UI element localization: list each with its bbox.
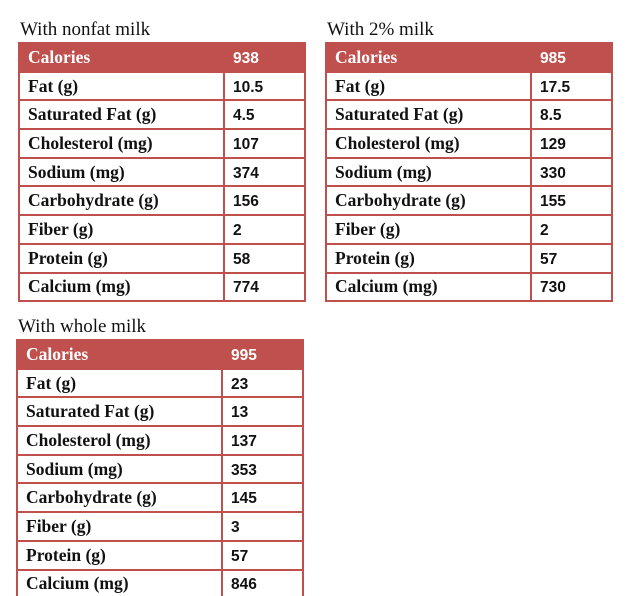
nutrient-label: Carbohydrate (g) — [16, 482, 223, 514]
nutrient-label: Fiber (g) — [325, 214, 532, 245]
nutrient-label: Protein (g) — [16, 539, 223, 571]
nutrient-label: Fat (g) — [16, 367, 223, 399]
nutrient-value: 10.5 — [223, 70, 306, 102]
nutrient-row: Carbohydrate (g) 156 — [18, 185, 306, 217]
table-title: With nonfat milk — [20, 19, 151, 40]
nutrient-row: Cholesterol (mg) 129 — [325, 128, 613, 159]
nutrient-row: Protein (g) 57 — [16, 539, 304, 571]
nutrient-value: 107 — [223, 128, 306, 159]
nutrient-value: 4.5 — [223, 99, 306, 131]
nutrient-label: Sodium (mg) — [16, 453, 223, 485]
nutrient-row: Cholesterol (mg) 107 — [18, 128, 306, 159]
nutrient-label: Saturated Fat (g) — [325, 99, 532, 131]
nutrient-value: 2 — [530, 214, 613, 245]
nutrient-value: 330 — [530, 156, 613, 188]
nutrient-label: Cholesterol (mg) — [18, 128, 225, 159]
nutrient-label: Cholesterol (mg) — [325, 128, 532, 159]
nutrient-row: Fiber (g) 2 — [18, 214, 306, 245]
nutrient-row: Saturated Fat (g) 13 — [16, 396, 304, 428]
nutrient-value: 137 — [221, 425, 304, 456]
nutrient-value: 156 — [223, 185, 306, 217]
nutrient-row: Fat (g) 23 — [16, 367, 304, 399]
nutrient-label: Protein (g) — [325, 242, 532, 274]
nutrient-value: 846 — [221, 568, 304, 596]
nutrient-label: Carbohydrate (g) — [18, 185, 225, 217]
nutrient-row: Saturated Fat (g) 8.5 — [325, 99, 613, 131]
nutrient-value: 353 — [221, 453, 304, 485]
nutrient-row: Saturated Fat (g) 4.5 — [18, 99, 306, 131]
nutrient-label: Sodium (mg) — [325, 156, 532, 188]
nutrient-label: Fiber (g) — [18, 214, 225, 245]
nutrient-label: Calcium (mg) — [16, 568, 223, 596]
nutrient-row: Protein (g) 58 — [18, 242, 306, 274]
nutrition-block: With nonfat milk Calories 938 Fat (g) 10.5 Sa… — [18, 19, 306, 303]
nutrient-row: Fiber (g) 3 — [16, 511, 304, 542]
nutrient-value: 374 — [223, 156, 306, 188]
nutrient-label: Protein (g) — [18, 242, 225, 274]
nutrient-row: Sodium (mg) 353 — [16, 453, 304, 485]
nutrient-row: Sodium (mg) 374 — [18, 156, 306, 188]
nutrition-table: Calories 985 Fat (g) 17.5 Saturated Fat (g) 8… — [325, 42, 613, 303]
header-label: Calories — [18, 42, 225, 73]
table-title: With whole milk — [18, 316, 146, 337]
nutrient-row: Calcium (mg) 846 — [16, 568, 304, 596]
nutrient-row: Protein (g) 57 — [325, 242, 613, 274]
nutrient-label: Fat (g) — [325, 70, 532, 102]
nutrient-value: 8.5 — [530, 99, 613, 131]
nutrient-row: Cholesterol (mg) 137 — [16, 425, 304, 456]
header-value: 995 — [221, 339, 304, 370]
header-row: Calories 985 — [325, 42, 613, 73]
nutrient-row: Carbohydrate (g) 155 — [325, 185, 613, 217]
nutrient-row: Carbohydrate (g) 145 — [16, 482, 304, 514]
nutrient-label: Saturated Fat (g) — [18, 99, 225, 131]
nutrition-table: Calories 938 Fat (g) 10.5 Saturated Fat (g) 4… — [18, 42, 306, 303]
nutrition-block: With whole milk Calories 995 Fat (g) 23 Satur… — [16, 316, 304, 596]
nutrient-value: 17.5 — [530, 70, 613, 102]
nutrient-value: 129 — [530, 128, 613, 159]
nutrient-row: Fiber (g) 2 — [325, 214, 613, 245]
nutrient-value: 155 — [530, 185, 613, 217]
nutrient-value: 145 — [221, 482, 304, 514]
nutrient-value: 57 — [221, 539, 304, 571]
nutrient-value: 57 — [530, 242, 613, 274]
header-row: Calories 995 — [16, 339, 304, 370]
header-value: 938 — [223, 42, 306, 73]
nutrition-table: Calories 995 Fat (g) 23 Saturated Fat (g) 13 C… — [16, 339, 304, 596]
nutrient-value: 730 — [530, 271, 613, 303]
nutrition-block: With 2% milk Calories 985 Fat (g) 17.5 Satura… — [325, 19, 613, 303]
nutrient-value: 13 — [221, 396, 304, 428]
nutrient-label: Fat (g) — [18, 70, 225, 102]
nutrient-label: Calcium (mg) — [325, 271, 532, 303]
header-value: 985 — [530, 42, 613, 73]
header-label: Calories — [16, 339, 223, 370]
nutrient-row: Calcium (mg) 730 — [325, 271, 613, 303]
nutrient-label: Saturated Fat (g) — [16, 396, 223, 428]
nutrient-value: 2 — [223, 214, 306, 245]
nutrient-value: 774 — [223, 271, 306, 303]
nutrient-value: 58 — [223, 242, 306, 274]
nutrient-label: Sodium (mg) — [18, 156, 225, 188]
nutrient-value: 3 — [221, 511, 304, 542]
header-row: Calories 938 — [18, 42, 306, 73]
nutrient-row: Sodium (mg) 330 — [325, 156, 613, 188]
nutrient-label: Calcium (mg) — [18, 271, 225, 303]
header-label: Calories — [325, 42, 532, 73]
table-title: With 2% milk — [327, 19, 434, 40]
nutrient-value: 23 — [221, 367, 304, 399]
nutrient-label: Cholesterol (mg) — [16, 425, 223, 456]
nutrient-label: Carbohydrate (g) — [325, 185, 532, 217]
nutrient-row: Fat (g) 10.5 — [18, 70, 306, 102]
nutrient-label: Fiber (g) — [16, 511, 223, 542]
nutrient-row: Fat (g) 17.5 — [325, 70, 613, 102]
nutrient-row: Calcium (mg) 774 — [18, 271, 306, 303]
